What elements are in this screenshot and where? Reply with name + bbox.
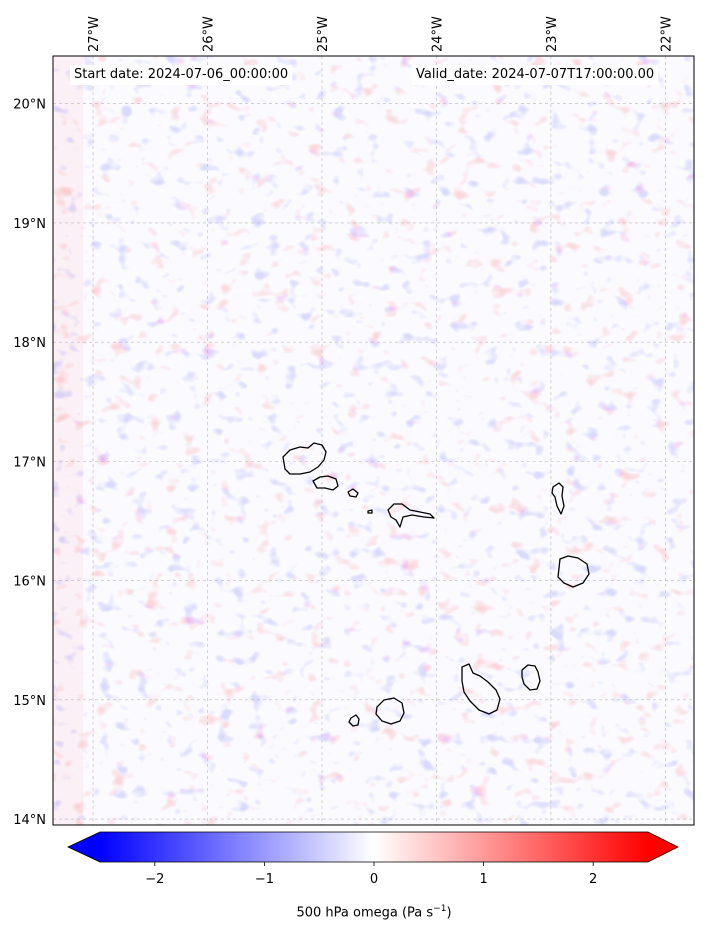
colorbar-label-close: ): [446, 905, 452, 921]
coastlines: [282, 442, 590, 727]
map-gridlines: [53, 56, 694, 825]
island-santo-antao: [282, 442, 327, 475]
colorbar-tick-label: 2: [589, 872, 597, 887]
lat-tick-label: 15°N: [13, 694, 46, 709]
colorbar-label-text: 500 hPa omega (Pa s: [296, 905, 434, 921]
lon-tick-label: 25°W: [316, 16, 331, 52]
colorbar-tick-label: 0: [370, 872, 378, 887]
colorbar-label-exponent: −1: [433, 904, 447, 914]
colorbar-ticks: −2 −1 0 1 2: [145, 862, 597, 887]
lat-tick-label: 14°N: [13, 813, 46, 828]
island-branco: [367, 509, 373, 514]
colorbar-tick-label: −1: [255, 872, 274, 887]
lat-tick-label: 19°N: [13, 217, 46, 232]
lon-tick-label: 22°W: [659, 16, 674, 52]
colorbar-label: 500 hPa omega (Pa s−1): [0, 904, 703, 920]
lon-tick-label: 24°W: [430, 16, 445, 52]
map-frame: [52, 55, 695, 826]
lat-tick-label: 17°N: [13, 455, 46, 470]
island-boa-vista: [557, 555, 590, 588]
colorbar-outline: [67, 831, 679, 863]
island-maio: [521, 664, 541, 691]
colorbar: −2 −1 0 1 2: [67, 831, 679, 887]
lon-tick-label: 23°W: [545, 16, 560, 52]
island-fogo: [375, 697, 405, 725]
island-sao-vicente: [312, 475, 339, 491]
lat-tick-label: 18°N: [13, 336, 46, 351]
island-sao-nicolau: [387, 503, 435, 528]
island-brava: [348, 714, 360, 727]
lat-tick-label: 20°N: [13, 98, 46, 113]
omega-field-west-band: [53, 56, 83, 825]
lat-tick-label: 16°N: [13, 575, 46, 590]
colorbar-tick-label: −2: [145, 872, 164, 887]
latitude-ticks: 14°N 15°N 16°N 17°N 18°N 19°N 20°N: [13, 98, 46, 828]
colorbar-extend-low: [68, 832, 100, 862]
island-sal: [551, 482, 565, 515]
colorbar-body: [100, 832, 648, 862]
colorbar-extend-high: [648, 832, 678, 862]
island-santa-luzia: [347, 488, 359, 498]
longitude-ticks: 27°W 26°W 25°W 24°W 23°W 22°W: [87, 16, 674, 52]
start-date-label: Start date: 2024-07-06_00:00:00: [70, 65, 293, 85]
lon-tick-label: 27°W: [87, 16, 102, 52]
island-santiago: [461, 663, 501, 715]
omega-field: [53, 56, 694, 825]
valid-date-label: Valid_date: 2024-07-07T17:00:00.00: [412, 65, 659, 85]
colorbar-tick-label: 1: [479, 872, 487, 887]
lon-tick-label: 26°W: [202, 16, 217, 52]
